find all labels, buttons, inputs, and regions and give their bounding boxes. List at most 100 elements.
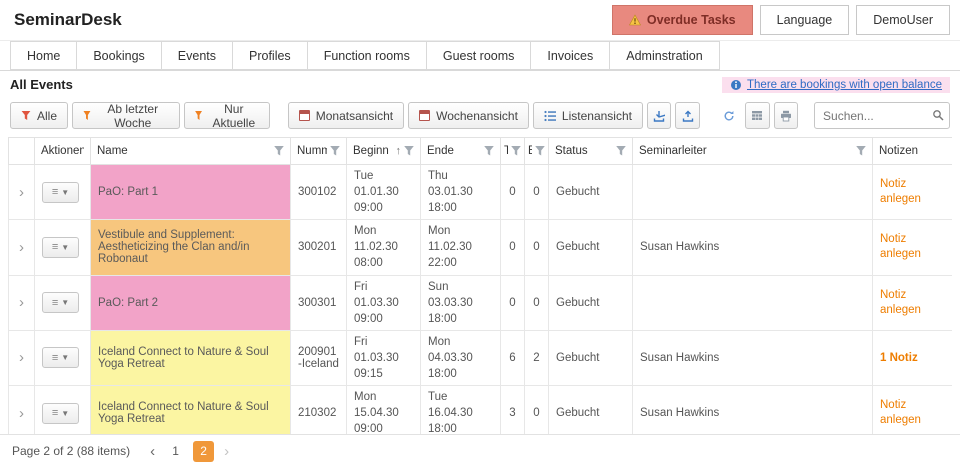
- prev-page-button[interactable]: ‹: [150, 442, 156, 460]
- begin-cell: Fri 01.03.30 09:15: [346, 329, 421, 387]
- status-cell: Gebucht: [548, 274, 633, 331]
- event-name-cell: Vestibule and Supplement: Aestheticizing…: [90, 219, 291, 276]
- filter-nur-aktuelle-button[interactable]: Nur Aktuelle: [183, 101, 271, 130]
- column-header-notizen: Notizen: [872, 137, 952, 165]
- wochenansicht-button[interactable]: Wochenansicht: [408, 102, 529, 129]
- event-name-cell: Iceland Connect to Nature & Soul Yoga Re…: [90, 385, 291, 434]
- user-button[interactable]: DemoUser: [856, 5, 950, 35]
- seminarleiter-cell: Susan Hawkins: [632, 385, 873, 434]
- column-header-nummer[interactable]: Nummer: [290, 137, 347, 165]
- expand-column-header: [8, 137, 35, 165]
- column-header-ende[interactable]: Ende: [420, 137, 501, 165]
- column-header-name[interactable]: Name: [90, 137, 291, 165]
- filter-icon[interactable]: [616, 146, 626, 156]
- begin-cell: Fri 01.03.30 09:00: [346, 274, 421, 331]
- notiz-link[interactable]: Notiz anlegen: [880, 233, 921, 261]
- nav-tab-events[interactable]: Events: [160, 41, 233, 70]
- print-button[interactable]: [773, 102, 799, 129]
- search-icon[interactable]: [932, 109, 944, 121]
- nav-tab-home[interactable]: Home: [10, 41, 78, 70]
- listenansicht-button[interactable]: Listenansicht: [532, 102, 643, 129]
- b-count-cell: 0: [524, 385, 549, 434]
- column-label: Notizen: [879, 145, 918, 157]
- nav-tab-guest-rooms[interactable]: Guest rooms: [425, 41, 532, 70]
- t-count-cell: 0: [500, 274, 525, 331]
- column-header-status[interactable]: Status: [548, 137, 633, 165]
- overdue-tasks-button[interactable]: Overdue Tasks: [611, 5, 753, 35]
- grid-view-button[interactable]: [745, 102, 770, 129]
- row-actions-button[interactable]: ≡ ▼: [42, 347, 79, 369]
- events-table: Aktionen Name Nummer Beginn ↑ Ende T B St…: [8, 137, 952, 434]
- notiz-link[interactable]: Notiz anlegen: [880, 178, 921, 206]
- event-name: PaO: Part 1: [98, 186, 159, 199]
- filter-icon[interactable]: [484, 146, 494, 156]
- chevron-down-icon: ▼: [61, 242, 70, 252]
- calendar-month-icon: [298, 110, 310, 121]
- column-header-seminarleiter[interactable]: Seminarleiter: [632, 137, 873, 165]
- table-grid-icon: [752, 110, 763, 120]
- hamburger-icon: ≡: [51, 296, 59, 309]
- row-actions-button[interactable]: ≡ ▼: [42, 402, 79, 424]
- expand-row-icon[interactable]: ›: [19, 349, 24, 367]
- end-time: 18:00: [428, 202, 457, 215]
- wochenansicht-label: Wochenansicht: [436, 108, 518, 123]
- import-button[interactable]: [675, 102, 700, 129]
- end-time: 18:00: [428, 423, 457, 434]
- expand-row-icon[interactable]: ›: [19, 183, 24, 201]
- pagination-label: Page 2 of 2 (88 items): [12, 444, 131, 458]
- event-number-cell: 300102: [290, 163, 347, 221]
- row-actions-button[interactable]: ≡ ▼: [42, 181, 79, 203]
- begin-time: 09:00: [354, 202, 383, 215]
- refresh-button[interactable]: [717, 102, 741, 129]
- filter-icon[interactable]: [330, 146, 340, 156]
- filter-icon[interactable]: [511, 146, 521, 156]
- monatsansicht-button[interactable]: Monatsansicht: [287, 102, 405, 129]
- expand-row-icon[interactable]: ›: [19, 294, 24, 312]
- filter-ab-letzter-woche-label: Ab letzter Woche: [107, 101, 159, 130]
- expand-row-icon[interactable]: ›: [19, 404, 24, 422]
- nav-tab-function-rooms[interactable]: Function rooms: [306, 41, 427, 70]
- column-header-t[interactable]: T: [500, 137, 525, 165]
- column-header-beginn[interactable]: Beginn ↑: [346, 137, 421, 165]
- language-button[interactable]: Language: [759, 5, 850, 35]
- filter-alle-button[interactable]: Alle: [10, 102, 69, 129]
- nav-tab-adminstration[interactable]: Adminstration: [609, 41, 720, 70]
- page-1-button[interactable]: 1: [172, 444, 179, 458]
- page-2-button[interactable]: 2: [193, 440, 215, 462]
- column-header-b[interactable]: B: [524, 137, 549, 165]
- notiz-link[interactable]: Notiz anlegen: [880, 288, 921, 316]
- seminarleiter-cell: Susan Hawkins: [632, 329, 873, 387]
- app-logo[interactable]: SeminarDesk: [14, 10, 122, 29]
- end-cell: Thu 03.01.30 18:00: [420, 163, 501, 221]
- next-page-button[interactable]: ›: [224, 442, 230, 460]
- row-actions-button[interactable]: ≡ ▼: [42, 292, 79, 314]
- filter-ab-letzter-woche-button[interactable]: Ab letzter Woche: [72, 101, 180, 130]
- begin-date: Mon 11.02.30: [354, 225, 398, 254]
- begin-cell: Mon 11.02.30 08:00: [346, 219, 421, 276]
- nav-tab-bookings[interactable]: Bookings: [76, 41, 162, 70]
- filter-icon[interactable]: [404, 146, 414, 156]
- begin-time: 09:15: [354, 368, 383, 381]
- row-actions-button[interactable]: ≡ ▼: [42, 236, 79, 258]
- table-row: › ≡ ▼ Iceland Connect to Nature & Soul Y…: [8, 385, 952, 434]
- export-button[interactable]: [646, 102, 672, 129]
- chevron-down-icon: ▼: [61, 353, 70, 363]
- search-input[interactable]: [814, 102, 951, 129]
- filter-nur-aktuelle-label: Nur Aktuelle: [212, 101, 256, 130]
- printer-icon: [780, 110, 791, 121]
- topbar-actions: Overdue Tasks Language DemoUser: [611, 5, 950, 35]
- filter-icon[interactable]: [535, 146, 545, 156]
- t-count-cell: 6: [500, 329, 525, 387]
- expand-row-icon[interactable]: ›: [19, 238, 24, 256]
- nav-tab-invoices[interactable]: Invoices: [530, 41, 611, 70]
- notiz-link[interactable]: 1 Notiz: [880, 351, 918, 364]
- filter-icon[interactable]: [274, 146, 284, 156]
- begin-time: 09:00: [354, 312, 383, 325]
- notiz-link[interactable]: Notiz anlegen: [880, 399, 921, 427]
- nav-tab-profiles[interactable]: Profiles: [232, 41, 308, 70]
- filter-icon[interactable]: [856, 146, 866, 156]
- open-balance-link[interactable]: There are bookings with open balance: [747, 78, 942, 91]
- end-date: Tue 16.04.30: [428, 391, 473, 420]
- event-name: Iceland Connect to Nature & Soul Yoga Re…: [98, 345, 269, 370]
- actions-cell: ≡ ▼: [34, 385, 91, 434]
